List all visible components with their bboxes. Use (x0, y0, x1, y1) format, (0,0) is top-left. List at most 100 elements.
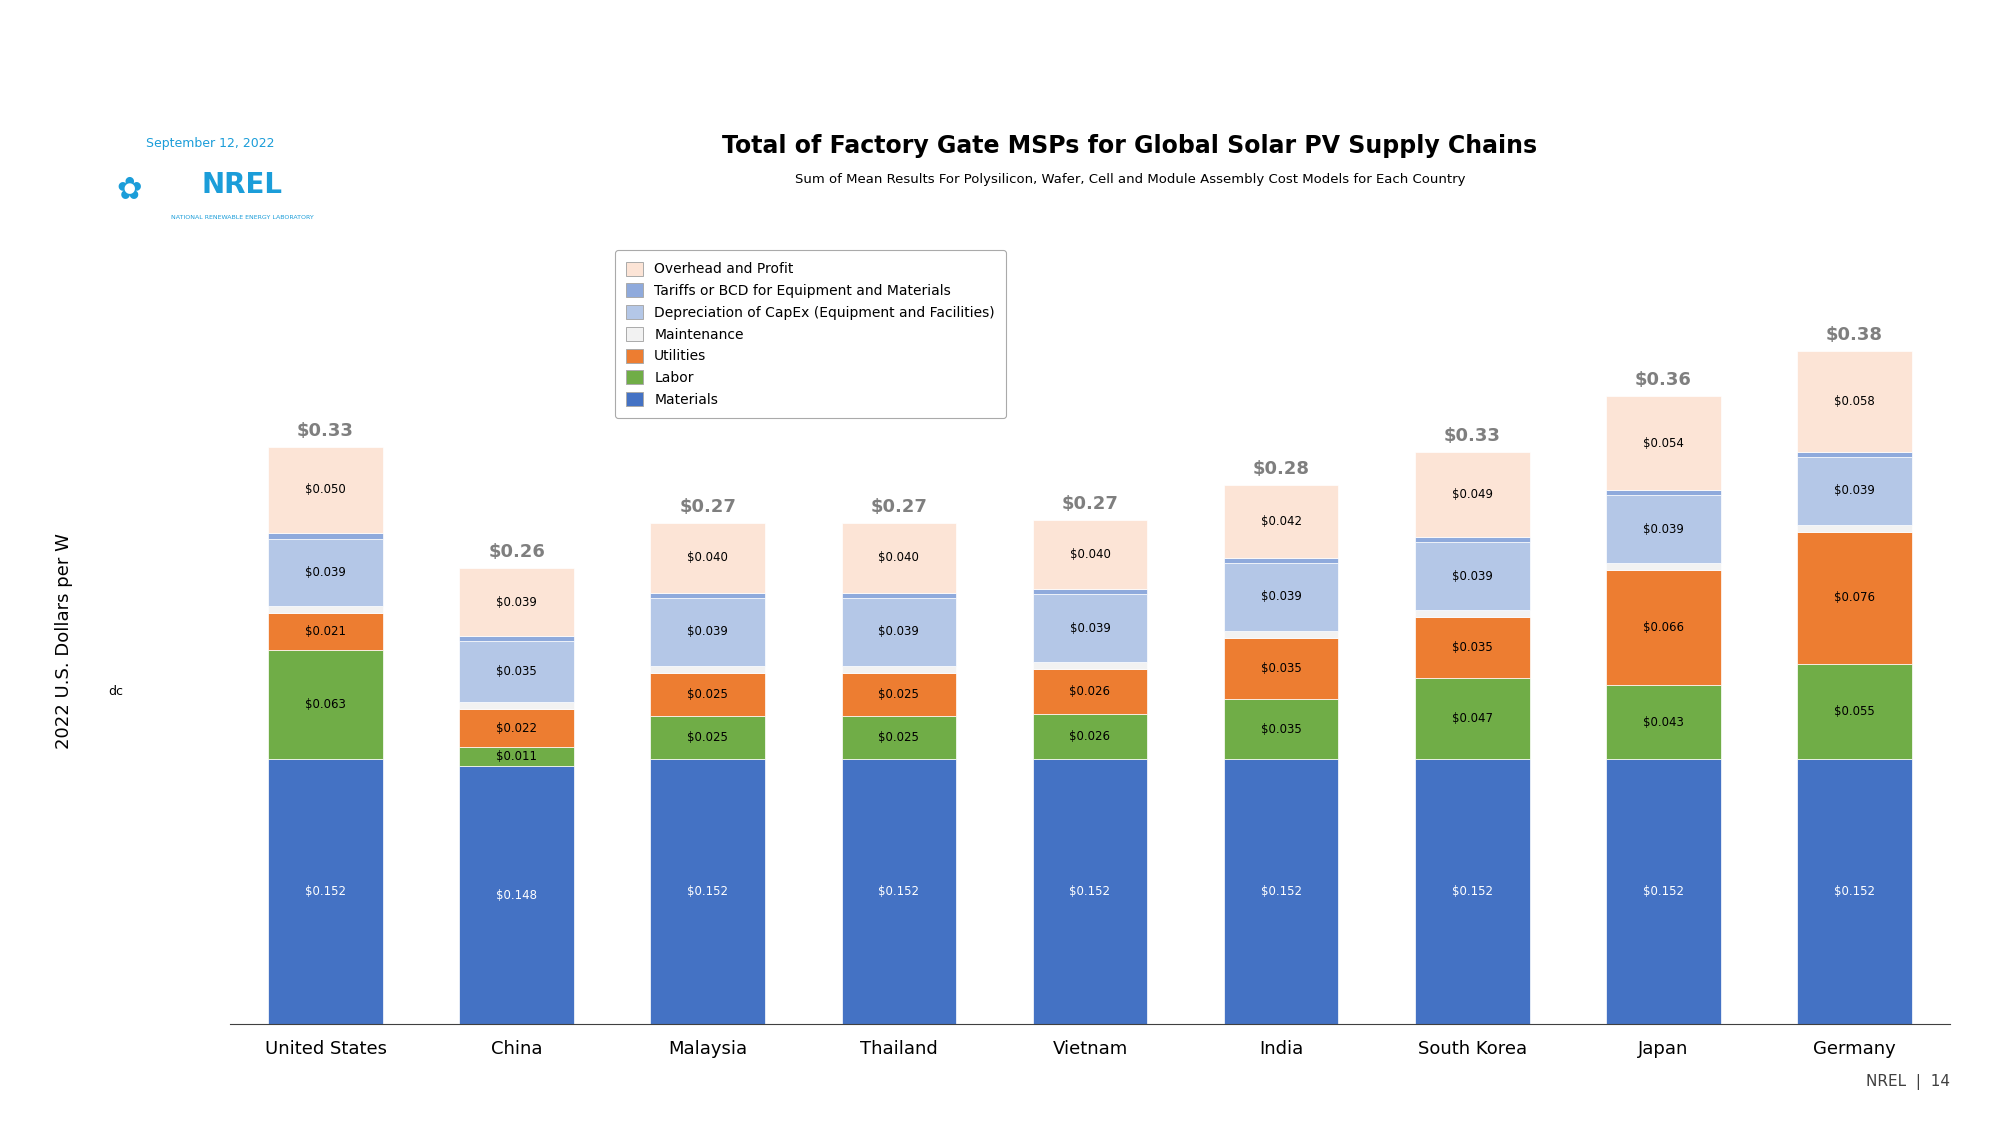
Text: Total of Results from NREL’s Bottom-Up Cost Models: Total of Results from NREL’s Bottom-Up C… (36, 42, 1384, 87)
Text: $0.152: $0.152 (306, 885, 346, 898)
Bar (842, 593, 956, 597)
Text: $0.025: $0.025 (878, 731, 920, 745)
Text: $0.33: $0.33 (1444, 426, 1500, 444)
Bar (1414, 452, 1530, 537)
Text: ✿: ✿ (116, 176, 142, 205)
Text: $0.047: $0.047 (1452, 712, 1492, 726)
Bar (1224, 631, 1338, 638)
Text: $0.38: $0.38 (1826, 326, 1882, 344)
Text: $0.148: $0.148 (496, 889, 538, 901)
Text: $0.039: $0.039 (688, 626, 728, 638)
Text: $0.054: $0.054 (1642, 436, 1684, 450)
Bar (1414, 537, 1530, 542)
Text: $0.025: $0.025 (688, 731, 728, 745)
Text: $0.27: $0.27 (680, 498, 736, 516)
Bar (842, 666, 956, 673)
Bar (460, 709, 574, 747)
Text: $0.152: $0.152 (1834, 885, 1874, 898)
Text: 2022 U.S. Dollars per W: 2022 U.S. Dollars per W (54, 533, 72, 749)
Bar (842, 523, 956, 593)
Bar (268, 533, 382, 539)
Text: September 12, 2022: September 12, 2022 (146, 137, 274, 151)
Text: $0.040: $0.040 (1070, 548, 1110, 561)
Bar (1032, 520, 1148, 590)
Bar (650, 716, 766, 759)
Bar (1798, 457, 1912, 524)
Bar (460, 766, 574, 1024)
Text: $0.039: $0.039 (306, 566, 346, 579)
Text: $0.27: $0.27 (1062, 495, 1118, 513)
Bar (1032, 663, 1148, 669)
Text: $0.040: $0.040 (688, 551, 728, 565)
Bar (1224, 562, 1338, 631)
Bar (460, 747, 574, 766)
Bar (1032, 590, 1148, 594)
Bar (1032, 594, 1148, 663)
Bar (268, 650, 382, 759)
Bar (460, 636, 574, 641)
Text: $0.039: $0.039 (1834, 485, 1874, 497)
Bar (1798, 664, 1912, 759)
Text: $0.058: $0.058 (1834, 395, 1874, 408)
Text: $0.025: $0.025 (688, 687, 728, 701)
Text: NATIONAL RENEWABLE ENERGY LABORATORY: NATIONAL RENEWABLE ENERGY LABORATORY (170, 215, 314, 220)
Bar (1414, 759, 1530, 1024)
Bar (650, 759, 766, 1024)
Bar (268, 606, 382, 613)
Bar (1606, 685, 1720, 759)
Text: $0.152: $0.152 (878, 885, 920, 898)
Text: $0.152: $0.152 (1452, 885, 1492, 898)
Bar (1798, 532, 1912, 664)
Text: $0.36: $0.36 (1634, 371, 1692, 389)
Bar (1414, 616, 1530, 677)
Text: $0.035: $0.035 (1260, 662, 1302, 675)
Bar (1798, 452, 1912, 457)
Bar (1224, 558, 1338, 562)
Text: $0.039: $0.039 (878, 626, 920, 638)
Bar (460, 702, 574, 709)
Text: dc: dc (108, 685, 124, 699)
Text: $0.025: $0.025 (878, 687, 920, 701)
Text: $0.26: $0.26 (488, 543, 546, 561)
Bar (1606, 490, 1720, 495)
Text: $0.022: $0.022 (496, 721, 538, 735)
Text: $0.021: $0.021 (306, 626, 346, 638)
Text: $0.039: $0.039 (1452, 569, 1492, 583)
Text: $0.043: $0.043 (1642, 716, 1684, 729)
Bar (650, 666, 766, 673)
Bar (1606, 759, 1720, 1024)
Text: $0.039: $0.039 (1070, 622, 1110, 634)
Bar (842, 716, 956, 759)
Text: $0.152: $0.152 (1260, 885, 1302, 898)
Bar (1414, 610, 1530, 616)
Text: $0.026: $0.026 (1070, 685, 1110, 699)
Bar (1606, 562, 1720, 570)
Text: $0.27: $0.27 (870, 498, 928, 516)
Text: $0.042: $0.042 (1260, 515, 1302, 528)
Bar (842, 759, 956, 1024)
Bar (1032, 714, 1148, 759)
Text: $0.055: $0.055 (1834, 705, 1874, 718)
Bar (1606, 495, 1720, 562)
Bar (650, 593, 766, 597)
Text: $0.011: $0.011 (496, 750, 538, 764)
Text: Sum of Mean Results For Polysilicon, Wafer, Cell and Module Assembly Cost Models: Sum of Mean Results For Polysilicon, Waf… (794, 173, 1466, 187)
Bar (1224, 699, 1338, 759)
Text: $0.33: $0.33 (298, 422, 354, 440)
Text: $0.050: $0.050 (306, 484, 346, 496)
Text: $0.026: $0.026 (1070, 730, 1110, 744)
Bar (1224, 485, 1338, 558)
Text: $0.040: $0.040 (878, 551, 920, 565)
Text: $0.039: $0.039 (1642, 523, 1684, 536)
Bar (1224, 759, 1338, 1024)
Bar (460, 568, 574, 636)
Text: $0.066: $0.066 (1642, 621, 1684, 633)
Text: NREL  |  14: NREL | 14 (1866, 1074, 1950, 1090)
Text: $0.063: $0.063 (306, 699, 346, 711)
Bar (268, 613, 382, 650)
Text: $0.035: $0.035 (1260, 722, 1302, 736)
Text: $0.152: $0.152 (688, 885, 728, 898)
Bar (650, 597, 766, 666)
Bar (1798, 759, 1912, 1024)
Text: $0.039: $0.039 (496, 595, 538, 609)
